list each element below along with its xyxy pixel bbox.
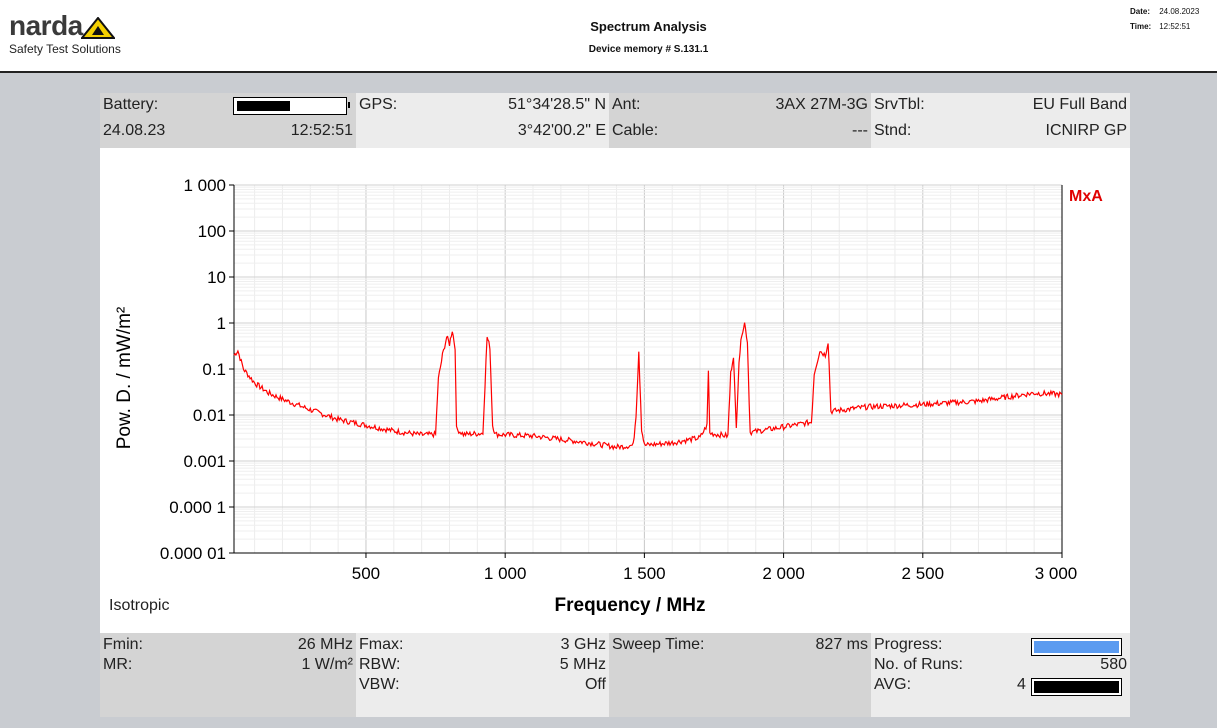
- avg-bar: [1031, 678, 1122, 696]
- rbw-value: 5 MHz: [559, 656, 606, 673]
- fmax-cell: Fmax: 3 GHz RBW: 5 MHz VBW: Off: [356, 633, 609, 717]
- battery-cell: Battery: 24.08.23 12:52:51: [100, 93, 356, 148]
- report-header: narda Safety Test Solutions Spectrum Ana…: [0, 0, 1217, 73]
- x-tick-label: 500: [352, 564, 380, 583]
- y-tick-label: 0.01: [193, 406, 226, 425]
- fmax-label: Fmax:: [359, 636, 404, 653]
- battery-icon: [233, 97, 350, 115]
- date-value: 24.08.2023: [1159, 7, 1200, 16]
- measurement-panel: Battery: 24.08.23 12:52:51 GPS: 51°34'28…: [100, 93, 1130, 717]
- runs-value: 580: [1100, 656, 1127, 673]
- status-date: 24.08.23: [103, 122, 166, 139]
- chart-grid: [234, 184, 1062, 554]
- rbw-label: RBW:: [359, 656, 401, 673]
- mr-value: 1 W/m²: [301, 656, 353, 673]
- gps-longitude: 3°42'00.2" E: [517, 122, 606, 139]
- date-label: Date:: [1130, 7, 1151, 16]
- x-tick-label: 2 000: [762, 564, 805, 583]
- y-tick-label: 0.001: [183, 452, 226, 471]
- antenna-cell: Ant: 3AX 27M-3G Cable: ---: [609, 93, 871, 148]
- battery-label: Battery:: [103, 96, 159, 113]
- cable-value: ---: [852, 122, 868, 139]
- avg-fill: [1034, 681, 1119, 693]
- isotropic-label: Isotropic: [109, 597, 170, 614]
- avg-value: 4: [1017, 676, 1026, 693]
- x-tick-label: 2 500: [902, 564, 945, 583]
- mr-label: MR:: [103, 656, 133, 673]
- cable-label: Cable:: [612, 122, 659, 139]
- vbw-value: Off: [584, 676, 606, 693]
- settings-bar: Fmin: 26 MHz MR: 1 W/m² Fmax: 3 GHz RBW:…: [100, 633, 1130, 717]
- mxa-trace-line: [233, 322, 1063, 451]
- report-subtitle: Device memory # S.131.1: [588, 44, 709, 55]
- y-axis-label: Pow. D. / mW/m²: [114, 307, 135, 450]
- x-tick-label: 1 500: [623, 564, 666, 583]
- y-tick-label: 1 000: [183, 176, 226, 195]
- logo-word: narda: [9, 10, 83, 41]
- vbw-label: VBW:: [359, 676, 400, 693]
- status-time: 12:52:51: [290, 122, 353, 139]
- progress-bar: [1031, 638, 1122, 656]
- antenna-label: Ant:: [612, 96, 641, 113]
- x-axis-label: Frequency / MHz: [554, 595, 706, 616]
- y-tick-label: 100: [198, 222, 226, 241]
- standard-value: ICNIRP GP: [1045, 122, 1128, 139]
- sweep-time-value: 827 ms: [815, 636, 868, 653]
- narda-logo: narda Safety Test Solutions: [9, 10, 121, 57]
- warning-triangle-icon: [81, 17, 115, 39]
- gps-latitude: 51°34'28.5" N: [508, 96, 606, 113]
- logo-subtitle: Safety Test Solutions: [9, 42, 121, 56]
- report-title: Spectrum Analysis: [590, 19, 707, 34]
- spectrum-chart: 1 000 100 10 1 0.1 0.01 0.001 0.000 1 0.000 01 50…: [114, 176, 1103, 583]
- standard-label: Stnd:: [874, 122, 912, 139]
- time-value: 12:52:51: [1159, 22, 1191, 31]
- progress-cell: Progress: No. of Runs: 580 AVG: 4: [871, 633, 1130, 717]
- progress-fill: [1034, 641, 1119, 653]
- y-tick-label: 0.1: [202, 360, 226, 379]
- sweep-time-label: Sweep Time:: [612, 636, 705, 653]
- srvtbl-label: SrvTbl:: [874, 96, 925, 113]
- y-tick-label: 1: [217, 314, 226, 333]
- status-bar: Battery: 24.08.23 12:52:51 GPS: 51°34'28…: [100, 93, 1130, 148]
- sweep-cell: Sweep Time: 827 ms: [609, 633, 871, 717]
- service-table-cell: SrvTbl: EU Full Band Stnd: ICNIRP GP: [871, 93, 1130, 148]
- y-tick-label: 0.000 01: [160, 544, 226, 563]
- gps-cell: GPS: 51°34'28.5" N 3°42'00.2" E: [356, 93, 609, 148]
- srvtbl-value: EU Full Band: [1032, 96, 1127, 113]
- avg-label: AVG:: [874, 676, 912, 693]
- x-tick-label: 1 000: [484, 564, 527, 583]
- chart-ticks: 1 000 100 10 1 0.1 0.01 0.001 0.000 1 0.000 01 50…: [160, 176, 1077, 583]
- gps-label: GPS:: [359, 96, 398, 113]
- battery-fill: [237, 101, 290, 111]
- time-label: Time:: [1130, 22, 1152, 31]
- y-tick-label: 0.000 1: [169, 498, 226, 517]
- y-tick-label: 10: [207, 268, 226, 287]
- fmin-cell: Fmin: 26 MHz MR: 1 W/m²: [100, 633, 356, 717]
- runs-label: No. of Runs:: [874, 656, 963, 673]
- progress-label: Progress:: [874, 636, 943, 653]
- fmin-label: Fmin:: [103, 636, 143, 653]
- fmin-value: 26 MHz: [297, 636, 353, 653]
- date-time-block: Date: 24.08.2023 Time: 12:52:51: [1130, 4, 1199, 34]
- antenna-value: 3AX 27M-3G: [775, 96, 868, 113]
- legend-mxa: MxA: [1069, 188, 1103, 205]
- x-tick-label: 3 000: [1035, 564, 1078, 583]
- fmax-value: 3 GHz: [560, 636, 606, 653]
